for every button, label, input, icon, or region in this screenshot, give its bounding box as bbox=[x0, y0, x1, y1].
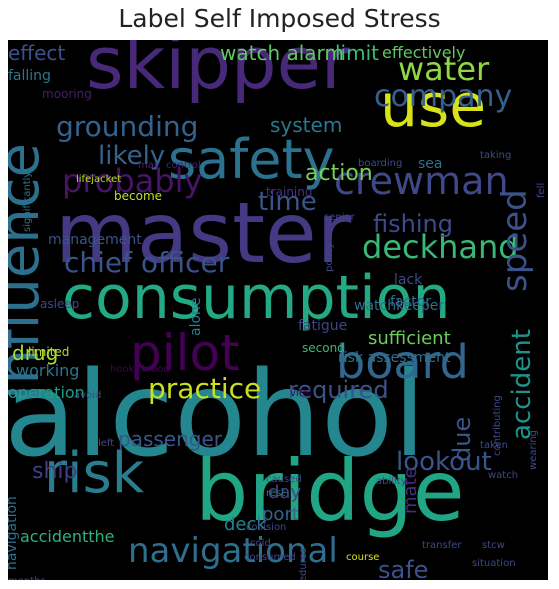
cloud-word: navigational bbox=[128, 531, 338, 571]
cloud-word: alone bbox=[188, 297, 204, 336]
cloud-word: left bbox=[98, 438, 114, 449]
cloud-word: operation bbox=[8, 383, 85, 402]
cloud-word: second bbox=[302, 341, 345, 355]
cloud-word: policy bbox=[324, 242, 335, 272]
cloud-word: lookout bbox=[396, 447, 492, 477]
cloud-word: cold bbox=[250, 538, 271, 549]
cloud-word: falling bbox=[8, 68, 51, 84]
cloud-word: collision bbox=[246, 522, 286, 533]
cloud-word: pilot bbox=[130, 324, 240, 382]
word-cloud: alcohol master bridge consumption skipper inf… bbox=[8, 40, 548, 580]
cloud-word: hook bbox=[110, 364, 135, 375]
cloud-word: influence bbox=[8, 143, 52, 400]
cloud-word: effect bbox=[8, 41, 65, 65]
cloud-word: course bbox=[346, 552, 379, 563]
cloud-word: day bbox=[268, 482, 301, 503]
cloud-word: accident bbox=[507, 329, 537, 440]
cloud-word: vital bbox=[290, 388, 312, 399]
cloud-word: consumed bbox=[244, 552, 296, 563]
cloud-word: chief officer bbox=[64, 246, 230, 279]
cloud-word: wearing bbox=[528, 430, 539, 470]
cloud-word: risk assessment bbox=[338, 350, 451, 366]
cloud-word: fishing bbox=[373, 210, 453, 238]
cloud-word: management bbox=[48, 232, 142, 248]
cloud-word: master bbox=[55, 184, 352, 282]
cloud-word: board bbox=[336, 335, 469, 389]
cloud-word: taken bbox=[480, 440, 508, 451]
cloud-word: rest bbox=[266, 488, 285, 499]
cloud-word: significantly bbox=[22, 172, 33, 232]
cloud-word: fatigue bbox=[298, 318, 347, 334]
cloud-word: sufficient bbox=[368, 328, 451, 349]
cloud-word: mate bbox=[400, 467, 421, 514]
cloud-word: watchkeeper bbox=[354, 298, 444, 314]
cloud-word: mooring bbox=[42, 87, 92, 101]
cloud-word: sea bbox=[418, 156, 443, 172]
cloud-word: speed bbox=[495, 189, 535, 292]
cloud-word: become bbox=[114, 189, 162, 203]
cloud-word: limited bbox=[28, 345, 69, 359]
cloud-word: grounding bbox=[56, 110, 198, 143]
cloud-word: watch bbox=[488, 470, 518, 481]
cloud-word: asleep bbox=[40, 297, 79, 311]
cloud-word: procedures bbox=[298, 548, 309, 580]
cloud-word: safety bbox=[168, 128, 335, 191]
cloud-word: senior bbox=[324, 212, 356, 223]
cloud-word: watch alarm bbox=[220, 41, 344, 65]
cloud-word: situation bbox=[472, 558, 516, 569]
cloud-word: training bbox=[266, 185, 313, 199]
cloud-word: likely bbox=[98, 141, 165, 171]
cloud-word: due bbox=[448, 417, 476, 462]
cloud-word: months bbox=[8, 576, 46, 580]
cloud-word: passenger bbox=[118, 427, 223, 451]
cloud-word: crewman bbox=[334, 159, 509, 203]
cloud-word: ship bbox=[32, 459, 77, 484]
chart-title: Label Self Imposed Stress bbox=[118, 4, 441, 33]
cloud-word: may bbox=[138, 160, 160, 171]
cloud-word: safe bbox=[378, 556, 428, 580]
cloud-word: deckhand bbox=[362, 228, 519, 266]
cloud-word: contributing bbox=[492, 395, 503, 456]
cloud-word: blood bbox=[142, 364, 170, 375]
cloud-word: lifejacket bbox=[76, 174, 121, 185]
cloud-word: company bbox=[374, 79, 512, 114]
cloud-word: control bbox=[166, 160, 201, 171]
cloud-word: time bbox=[258, 187, 317, 217]
cloud-word: working bbox=[16, 361, 79, 380]
cloud-word: bridge bbox=[195, 442, 465, 540]
cloud-word: use bbox=[380, 71, 486, 141]
cloud-word: practice bbox=[148, 372, 261, 405]
cloud-word: caused bbox=[266, 474, 302, 485]
cloud-word: system bbox=[270, 113, 342, 137]
cloud-word: avoid bbox=[74, 390, 101, 401]
cloud-word: boarding bbox=[358, 158, 402, 169]
cloud-word: factor bbox=[390, 294, 431, 310]
cloud-word: water bbox=[398, 50, 490, 88]
cloud-word: consumption bbox=[62, 263, 450, 333]
cloud-word: action bbox=[305, 161, 373, 186]
cloud-word: fell bbox=[536, 183, 547, 198]
cloud-word: effectively bbox=[382, 43, 465, 62]
cloud-word: ability bbox=[376, 476, 407, 487]
cloud-word: accidentthe bbox=[20, 527, 115, 546]
cloud-word: port bbox=[262, 504, 299, 525]
cloud-word: deck bbox=[224, 514, 267, 535]
cloud-word: lack bbox=[394, 272, 423, 288]
cloud-word: navigation bbox=[8, 496, 20, 570]
word-cloud-canvas: alcohol master bridge consumption skipper inf… bbox=[8, 40, 547, 580]
cloud-word: required bbox=[288, 376, 389, 404]
cloud-word: taking bbox=[480, 150, 511, 161]
cloud-word: limit bbox=[335, 41, 379, 65]
cloud-word: drug bbox=[12, 341, 58, 365]
cloud-word: alcohol bbox=[8, 345, 426, 483]
cloud-word: stcw bbox=[482, 540, 505, 551]
cloud-word: probably bbox=[62, 162, 202, 200]
cloud-word: risk bbox=[44, 441, 145, 506]
cloud-word: transfer bbox=[422, 540, 462, 551]
cloud-word: skipper bbox=[86, 40, 351, 105]
